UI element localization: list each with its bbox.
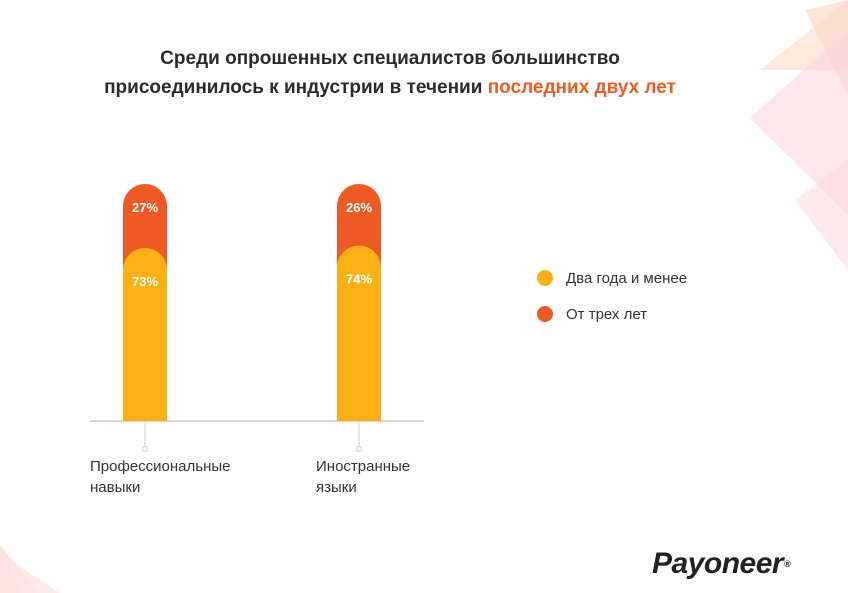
data-label-recent: 73% (132, 274, 158, 289)
legend-item-recent: Два года и менее (537, 266, 687, 290)
legend-label-recent: Два года и менее (566, 269, 688, 287)
bar-segment-recent (123, 247, 167, 421)
bar-segment-recent (337, 245, 381, 421)
chart-title: Среди опрошенных специалистов большинств… (0, 44, 780, 102)
logo-text: Payoneer (652, 547, 784, 580)
legend-dot-older (537, 306, 553, 322)
x-label-line: навыки (90, 479, 141, 496)
legend-dot-recent (537, 270, 553, 286)
title-line-2-prefix: присоединилось к индустрии в течении (104, 77, 488, 98)
title-accent: последних двух лет (487, 77, 676, 98)
x-label-foreign-languages: Иностранные языки (316, 456, 410, 498)
payoneer-logo: Payoneer® (652, 544, 791, 584)
legend-label-older: От трех лет (566, 305, 648, 323)
x-label-line: языки (316, 479, 357, 496)
x-label-line: Профессиональные (90, 458, 231, 475)
legend-item-older: От трех лет (537, 302, 687, 326)
title-line-1: Среди опрошенных специалистов большинств… (160, 48, 620, 69)
x-tick-marker (356, 446, 362, 452)
title-line-2: присоединилось к индустрии в течении пос… (0, 73, 780, 102)
x-label-professional-skills: Профессиональные навыки (90, 456, 230, 498)
logo-registered-mark: ® (784, 559, 791, 569)
data-label-older: 26% (346, 200, 372, 215)
data-label-recent: 74% (346, 272, 372, 287)
data-label-older: 27% (132, 200, 158, 215)
x-tick-marker (142, 446, 148, 452)
x-label-line: Иностранные (316, 458, 411, 475)
chart-legend: Два года и менее От трех лет (537, 266, 687, 338)
